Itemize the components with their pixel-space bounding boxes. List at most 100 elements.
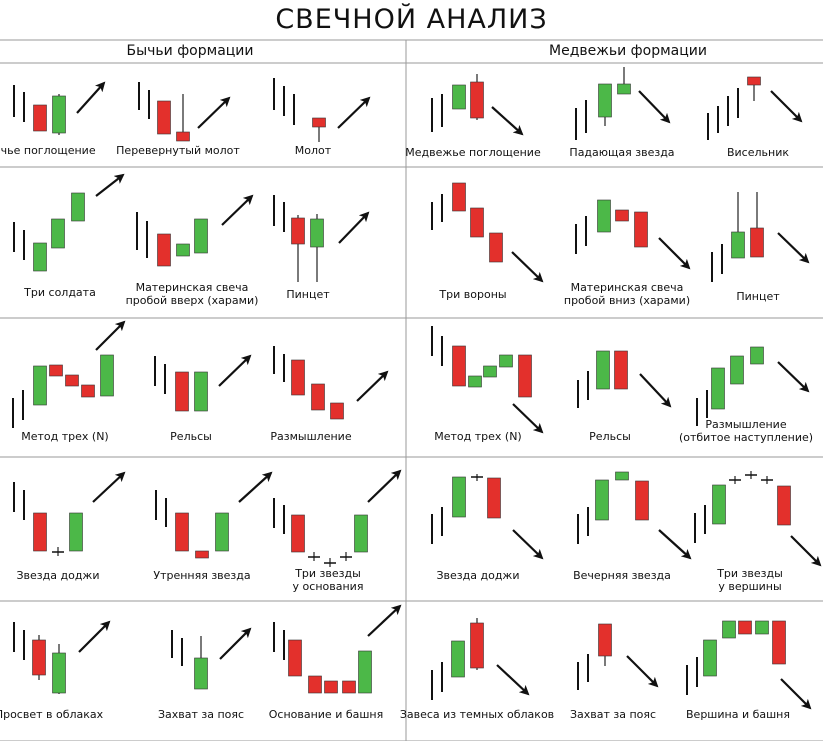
bear-candle xyxy=(291,359,305,396)
pattern-bottom-tower: Основание и башня xyxy=(269,604,402,721)
bull-candle xyxy=(71,192,85,222)
bear-candle xyxy=(452,182,466,212)
arrow-up-icon xyxy=(95,320,126,351)
pattern-label: Размышление xyxy=(270,430,351,443)
bull-candle xyxy=(451,640,465,678)
pattern-evening-star: Вечерняя звезда xyxy=(573,471,692,582)
bear-candle xyxy=(614,350,628,390)
arrow-down-icon xyxy=(790,535,822,567)
pattern-bearish-rails: Рельсы xyxy=(577,350,672,443)
arrow-up-icon xyxy=(78,620,111,653)
arrow-down-icon xyxy=(491,106,524,136)
arrow-up-icon xyxy=(221,194,254,226)
bear-candle xyxy=(635,480,649,521)
arrow-up-icon xyxy=(338,211,370,244)
pattern-top-tower: Вершина и башня xyxy=(686,620,812,721)
bull-candle xyxy=(194,218,208,254)
bear-candle xyxy=(176,131,190,142)
pattern-label: Перевернутый молот xyxy=(116,144,240,157)
arrow-down-icon xyxy=(626,655,659,688)
bear-candle xyxy=(308,675,322,694)
bear-candle xyxy=(342,680,356,694)
arrow-down-icon xyxy=(770,90,803,123)
pattern-label: Материнская свеча xyxy=(136,281,249,294)
bear-candle xyxy=(311,383,325,411)
arrow-up-icon xyxy=(337,96,371,129)
bear-candle xyxy=(330,402,344,420)
pattern-label: пробой вниз (харами) xyxy=(564,294,690,307)
bull-candle xyxy=(215,512,229,552)
bear-candle xyxy=(738,620,752,635)
bear-candle xyxy=(772,620,786,665)
bear-candle xyxy=(175,512,189,552)
pattern-bearish-belt-hold: Захват за пояс xyxy=(570,623,659,721)
pattern-label: Вечерняя звезда xyxy=(573,569,671,582)
bear-candle xyxy=(49,364,63,377)
bear-candle xyxy=(634,211,648,248)
arrow-down-icon xyxy=(777,232,810,264)
pattern-label: Захват за пояс xyxy=(570,708,656,721)
pattern-bullish-doji-star: Звезда доджи xyxy=(13,471,126,582)
pattern-label: Метод трех (N) xyxy=(21,430,108,443)
pattern-hanging-man: Висельник xyxy=(707,76,803,159)
bear-candle xyxy=(157,100,171,135)
bullish-section-header: Бычьи формации xyxy=(126,43,253,59)
pattern-label: Три вороны xyxy=(438,288,506,301)
bear-candle xyxy=(470,81,484,119)
pattern-label: Три звезды xyxy=(294,567,361,580)
bull-candle xyxy=(51,218,65,249)
pattern-label: Вершина и башня xyxy=(686,708,790,721)
bearish-section-header: Медвежьи формации xyxy=(549,43,707,59)
pattern-piercing: Просвет в облаках xyxy=(0,620,111,721)
arrow-down-icon xyxy=(658,529,692,560)
pattern-bearish-engulfing: Медвежье поглощение xyxy=(405,74,541,159)
bull-candle xyxy=(598,83,612,118)
pattern-bullish-three-method: Метод трех (N) xyxy=(12,320,126,443)
bear-candle xyxy=(33,104,47,132)
arrow-down-icon xyxy=(638,90,671,124)
arrow-down-icon xyxy=(777,361,810,393)
pattern-label: Три солдата xyxy=(23,286,96,299)
pattern-label: Основание и башня xyxy=(269,708,384,721)
bear-candle xyxy=(157,233,171,267)
pattern-inverted-hammer: Перевернутый молот xyxy=(116,82,240,157)
pattern-bullish-engulfing: Бычье поглощение xyxy=(0,81,106,157)
pattern-label: Бычье поглощение xyxy=(0,144,96,157)
pattern-label: Медвежье поглощение xyxy=(405,146,541,159)
arrow-up-icon xyxy=(219,627,252,660)
arrow-up-icon xyxy=(197,96,231,129)
pattern-three-soldiers: Три солдата xyxy=(13,173,125,299)
bull-candle xyxy=(52,652,66,694)
bull-candle xyxy=(755,620,769,635)
bull-candle xyxy=(354,514,368,553)
bear-candle xyxy=(452,345,466,387)
arrow-down-icon xyxy=(512,403,544,434)
bull-candle xyxy=(615,471,629,481)
bull-candle xyxy=(483,365,497,378)
bull-candle xyxy=(100,354,114,397)
pattern-label: Висельник xyxy=(727,146,789,159)
pattern-bullish-tweezers: Пинцет xyxy=(273,195,370,301)
bull-candle xyxy=(750,346,764,365)
pattern-label: Звезда доджи xyxy=(17,569,100,582)
arrow-up-icon xyxy=(92,471,126,503)
arrow-up-icon xyxy=(218,354,252,387)
bull-candle xyxy=(731,231,745,259)
bear-candle xyxy=(33,512,47,552)
bull-candle xyxy=(597,199,611,233)
bull-candle xyxy=(703,639,717,677)
pattern-label: Просвет в облаках xyxy=(0,708,104,721)
bull-candle xyxy=(52,95,66,134)
arrow-up-icon xyxy=(367,469,402,503)
arrow-down-icon xyxy=(511,251,544,283)
pattern-label: Метод трех (N) xyxy=(434,430,521,443)
bull-candle xyxy=(452,476,466,518)
bull-candle xyxy=(310,218,324,248)
bull-candle xyxy=(194,657,208,690)
bull-candle xyxy=(712,484,726,525)
bear-candle xyxy=(81,384,95,398)
